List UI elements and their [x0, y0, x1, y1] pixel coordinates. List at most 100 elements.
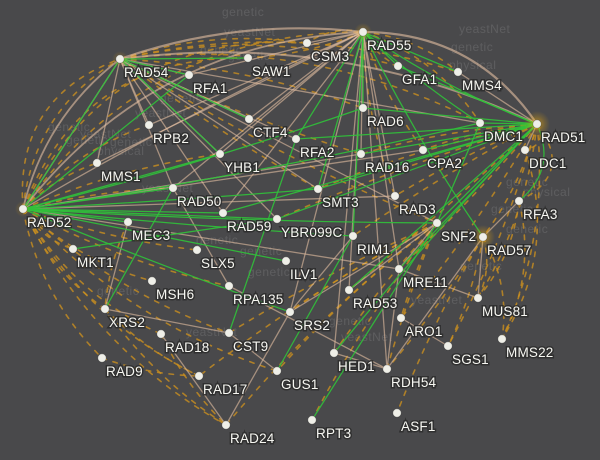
node-MMS1[interactable] — [92, 158, 102, 168]
genetic-edge-RAD51-MMS22[interactable] — [501, 123, 541, 340]
node-CST9[interactable] — [224, 328, 234, 338]
genetic-edge-RAD9-RAD17[interactable] — [101, 357, 200, 377]
green-edge-XRS2-RAD50[interactable] — [104, 187, 174, 310]
node-SAW1[interactable] — [243, 53, 253, 63]
physical-edge-RAD55-YHB1[interactable] — [219, 31, 364, 155]
genetic-edge-MEC3-XRS2[interactable] — [104, 221, 129, 310]
node-RAD55[interactable] — [358, 27, 368, 37]
green-edge-RAD55-RFA2[interactable] — [295, 31, 364, 140]
genetic-edge-RAD57-SGS1[interactable] — [447, 236, 484, 347]
physical-edge-SNF2-RAD53[interactable] — [348, 222, 438, 291]
physical-edge-RDH54-HED1[interactable] — [333, 352, 388, 370]
genetic-edge-RAD52-RAD54[interactable] — [22, 58, 121, 210]
physical-edge-RAD54-DMC1[interactable] — [119, 58, 481, 124]
node-MMS22[interactable] — [497, 334, 507, 344]
node-SGS1[interactable] — [443, 341, 453, 351]
green-edge-RAD51-HED1[interactable] — [333, 123, 538, 354]
green-edge-RAD52-RFA1[interactable] — [22, 74, 190, 210]
physical-edge-RAD54-SMT3[interactable] — [119, 58, 319, 190]
green-edge-RAD52-ILV1[interactable] — [22, 208, 287, 262]
genetic-edge-RAD55-RAD3[interactable] — [362, 31, 396, 197]
genetic-edge-DDC1-MMS22[interactable] — [501, 149, 539, 340]
node-ARO1[interactable] — [396, 313, 406, 323]
green-edge-RAD52-SNF2[interactable] — [22, 208, 438, 224]
genetic-edge-RAD52-RAD9[interactable] — [22, 208, 103, 359]
genetic-edge-RAD57-MUS81[interactable] — [477, 236, 488, 299]
node-SNF2[interactable] — [432, 218, 442, 228]
node-RFA3[interactable] — [514, 196, 524, 206]
physical-edge-SRS2-RIM1[interactable] — [289, 235, 354, 313]
physical-edge-XRS2-CST9[interactable] — [104, 308, 230, 334]
physical-edge-RAD55-RAD51[interactable] — [361, 30, 539, 126]
node-RIM1[interactable] — [348, 231, 358, 241]
node-RAD51[interactable] — [532, 119, 542, 129]
green-edge-RAD52-RAD59[interactable] — [22, 208, 224, 214]
node-MSH6[interactable] — [147, 276, 157, 286]
genetic-edge-RAD54-MMS4[interactable] — [119, 41, 459, 73]
genetic-edge-RAD52-RPA135[interactable] — [22, 208, 230, 287]
green-edge-RAD54-YHB1[interactable] — [119, 58, 221, 155]
node-SRS2[interactable] — [285, 307, 295, 317]
node-HED1[interactable] — [329, 348, 339, 358]
green-edge-RAD52-RAD6[interactable] — [22, 107, 364, 210]
physical-edge-RAD55-RPB2[interactable] — [148, 31, 364, 126]
green-edge-RAD52-RAD54[interactable] — [22, 58, 121, 210]
genetic-edge-RAD51-RAD53[interactable] — [348, 123, 538, 291]
green-edge-MKT1-YBR099C[interactable] — [72, 218, 278, 250]
node-RFA2[interactable] — [291, 134, 301, 144]
physical-edge-RAD54-RAD55[interactable] — [118, 27, 365, 61]
genetic-edge-RAD54-SNF2[interactable] — [119, 58, 438, 224]
green-edge-RAD51-GFA1[interactable] — [397, 65, 538, 125]
genetic-edge-RAD54-SMT3[interactable] — [119, 58, 319, 190]
green-edge-RAD55-RIM1[interactable] — [352, 31, 364, 237]
node-MMS4[interactable] — [453, 67, 463, 77]
physical-edge-RAD24-RAD18[interactable] — [160, 333, 227, 426]
physical-edge-ARO1-SGS1[interactable] — [400, 317, 449, 347]
green-edge-RAD55-RAD57[interactable] — [362, 31, 484, 238]
node-RAD17[interactable] — [194, 371, 204, 381]
node-SMT3[interactable] — [313, 184, 323, 194]
green-edge-RAD55-MMS4[interactable] — [362, 31, 459, 73]
physical-edge-RAD55-RAD52[interactable] — [22, 31, 364, 210]
node-RAD50[interactable] — [168, 183, 178, 193]
green-edge-RAD55-SMT3[interactable] — [317, 31, 364, 190]
physical-edge-GUS1-CST9[interactable] — [228, 332, 278, 372]
genetic-edge-RAD52-RAD54[interactable] — [21, 58, 121, 210]
node-CSM3[interactable] — [302, 38, 312, 48]
physical-edge-RAD52-RAD55[interactable] — [22, 31, 364, 210]
physical-edge-RAD55-SRS2[interactable] — [289, 31, 364, 313]
green-edge-RAD51-RAD6[interactable] — [362, 107, 538, 125]
genetic-edge-RAD52-CST9[interactable] — [22, 208, 230, 334]
green-edge-GUS1-RIM1[interactable] — [276, 235, 354, 372]
green-edge-RAD54-SAW1[interactable] — [119, 57, 249, 60]
node-GFA1[interactable] — [393, 61, 403, 71]
node-RDH54[interactable] — [382, 364, 392, 374]
green-edge-RAD52-RAD50[interactable] — [22, 187, 174, 210]
node-ASF1[interactable] — [392, 408, 402, 418]
green-edge-RPT3-SNF2[interactable] — [311, 222, 438, 421]
node-RPA135[interactable] — [224, 281, 234, 291]
node-CPA2[interactable] — [418, 145, 428, 155]
physical-edge-RAD55-RAD50[interactable] — [172, 31, 364, 189]
physical-edge-RAD55-CTF4[interactable] — [248, 31, 364, 120]
physical-edge-RAD54-RAD59[interactable] — [119, 58, 224, 214]
physical-edge-RAD51-MMS4[interactable] — [457, 71, 538, 125]
green-edge-RAD51-SNF2[interactable] — [436, 123, 538, 224]
genetic-edge-SNF2-RPT3[interactable] — [311, 222, 438, 421]
genetic-edge-SNF2-HED1[interactable] — [333, 222, 438, 354]
node-RPT3[interactable] — [307, 415, 317, 425]
physical-edge-RAD55-MMS1[interactable] — [96, 31, 364, 164]
genetic-edge-RAD55-MMS4[interactable] — [362, 31, 459, 73]
physical-edge-SNF2-SRS2[interactable] — [289, 222, 438, 313]
green-edge-RAD52-SRS2[interactable] — [22, 208, 291, 313]
genetic-edge-RAD51-ARO1[interactable] — [400, 123, 538, 319]
genetic-edge-XRS2-RAD17[interactable] — [104, 308, 200, 377]
node-RAD16[interactable] — [356, 149, 366, 159]
genetic-edge-RAD52-YHB1[interactable] — [22, 153, 221, 210]
node-DMC1[interactable] — [475, 118, 485, 128]
green-edge-RAD51-CPA2[interactable] — [422, 123, 538, 151]
node-RAD6[interactable] — [358, 103, 368, 113]
node-RPB2[interactable] — [144, 120, 154, 130]
physical-edge-RAD52-RAD54[interactable] — [22, 58, 121, 210]
genetic-edge-RAD51-RAD3[interactable] — [394, 123, 538, 197]
